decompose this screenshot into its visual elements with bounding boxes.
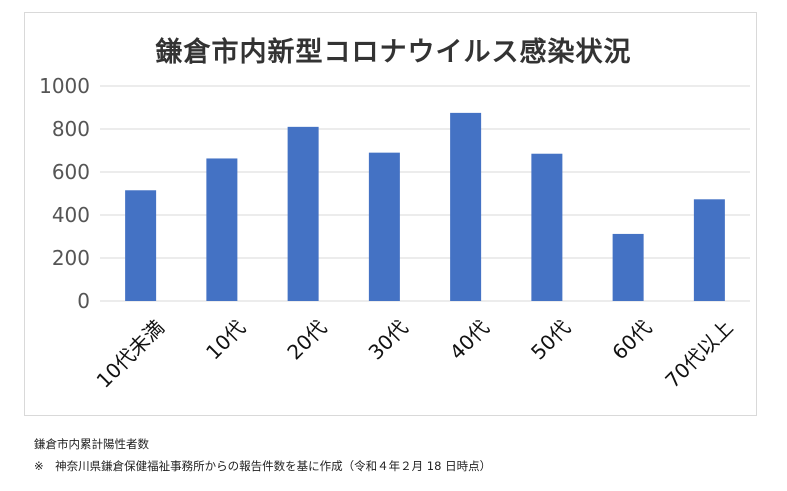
footnote-total: 鎌倉市内累計陽性者数 bbox=[34, 437, 149, 451]
footnote-source: ※ 神奈川県鎌倉保健福祉事務所からの報告件数を基に作成（令和４年２月 18 日時… bbox=[34, 459, 492, 473]
x-tick-label: 10代 bbox=[201, 315, 250, 364]
chart-title: 鎌倉市内新型コロナウイルス感染状況 bbox=[155, 37, 632, 68]
x-tick-label: 50代 bbox=[526, 315, 575, 364]
x-tick-label: 20代 bbox=[282, 315, 331, 364]
y-tick-label: 1000 bbox=[39, 74, 90, 98]
x-tick-label: 10代未満 bbox=[92, 315, 169, 392]
bar bbox=[125, 190, 157, 301]
bars bbox=[125, 112, 725, 301]
bar bbox=[206, 158, 238, 301]
x-tick-labels: 10代未満 10代 20代 30代 40代 50代 60代 70代以上 bbox=[92, 315, 738, 392]
bar bbox=[531, 153, 563, 301]
bar bbox=[450, 112, 482, 301]
x-tick-label: 60代 bbox=[607, 315, 656, 364]
bar bbox=[693, 199, 725, 301]
y-tick-label: 200 bbox=[52, 246, 90, 270]
y-tick-label: 400 bbox=[52, 203, 90, 227]
x-tick-label: 40代 bbox=[445, 315, 494, 364]
x-tick-label: 30代 bbox=[364, 315, 413, 364]
gridlines bbox=[100, 85, 750, 302]
bar bbox=[287, 126, 319, 301]
bar bbox=[612, 233, 644, 301]
x-tick-label: 70代以上 bbox=[660, 315, 737, 392]
y-tick-label: 800 bbox=[52, 117, 90, 141]
y-tick-labels: 0 200 400 600 800 1000 bbox=[39, 74, 90, 313]
bar bbox=[368, 152, 400, 301]
y-tick-label: 600 bbox=[52, 160, 90, 184]
y-tick-label: 0 bbox=[77, 289, 90, 313]
